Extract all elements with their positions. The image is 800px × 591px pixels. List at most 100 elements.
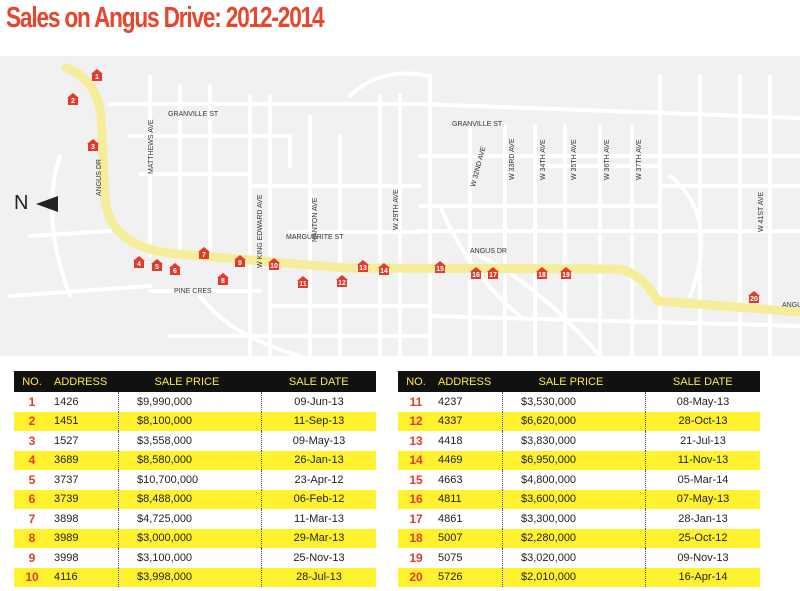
- street-label: W KING EDWARD AVE: [257, 194, 264, 268]
- house-marker[interactable]: 6: [169, 263, 181, 275]
- cell-date: 16-Apr-14: [645, 567, 760, 587]
- street-label: W 41ST AVE: [758, 191, 765, 232]
- house-marker[interactable]: 16: [470, 267, 482, 279]
- table-row: 18 5007 $2,280,000 25-Oct-12: [398, 528, 760, 548]
- cell-address: 4418: [434, 431, 503, 451]
- house-marker[interactable]: 12: [336, 275, 348, 287]
- house-marker[interactable]: 7: [198, 247, 210, 259]
- cell-date: 11-Mar-13: [261, 509, 376, 529]
- cell-no: 6: [14, 489, 50, 509]
- cell-date: 28-Jan-13: [645, 509, 760, 529]
- cell-date: 26-Jan-13: [261, 450, 376, 470]
- cell-address: 4811: [434, 489, 503, 509]
- house-marker[interactable]: 11: [297, 276, 309, 288]
- cell-price: $3,600,000: [502, 489, 646, 509]
- marker-number: 10: [269, 263, 279, 270]
- cell-date: 11-Sep-13: [261, 411, 376, 431]
- cell-address: 5075: [434, 548, 503, 568]
- marker-number: 2: [68, 98, 78, 105]
- house-icon: [87, 139, 99, 144]
- house-icon: [378, 263, 390, 268]
- house-icon: [560, 267, 572, 272]
- table-body: 11 4237 $3,530,000 08-May-13 12 4337 $6,620,00…: [398, 392, 760, 587]
- cell-address: 3739: [50, 489, 119, 509]
- header-price: SALE PRICE: [118, 371, 262, 392]
- house-marker[interactable]: 18: [536, 267, 548, 279]
- house-marker[interactable]: 19: [560, 267, 572, 279]
- street-label: MATTHEWS AVE: [148, 119, 155, 174]
- table-row: 17 4861 $3,300,000 28-Jan-13: [398, 509, 760, 529]
- header-date: SALE DATE: [645, 371, 760, 392]
- cell-no: 12: [398, 411, 434, 431]
- table-row: 16 4811 $3,600,000 07-May-13: [398, 489, 760, 509]
- house-marker[interactable]: 9: [234, 255, 246, 267]
- house-marker[interactable]: 17: [487, 267, 499, 279]
- cell-address: 4469: [434, 450, 503, 470]
- street-label: GRANVILLE ST: [452, 121, 503, 128]
- marker-number: 1: [92, 74, 102, 81]
- angus-drive-route: [61, 63, 800, 317]
- cell-no: 5: [14, 470, 50, 490]
- cell-date: 28-Jul-13: [261, 567, 376, 587]
- house-icon: [217, 273, 229, 278]
- house-marker[interactable]: 5: [151, 259, 163, 271]
- marker-number: 13: [358, 265, 368, 272]
- house-marker[interactable]: 15: [434, 261, 446, 273]
- house-icon: [336, 275, 348, 280]
- cell-price: $3,020,000: [502, 548, 646, 568]
- cell-no: 13: [398, 431, 434, 451]
- house-marker[interactable]: 1: [91, 69, 103, 81]
- cell-no: 18: [398, 528, 434, 548]
- house-icon: [470, 267, 482, 272]
- street-label: W 29TH AVE: [393, 189, 400, 230]
- cell-price: $8,488,000: [118, 489, 262, 509]
- table-row: 8 3989 $3,000,000 29-Mar-13: [14, 528, 376, 548]
- house-marker[interactable]: 20: [748, 291, 760, 303]
- cell-address: 4337: [434, 411, 503, 431]
- page-title: Sales on Angus Drive: 2012-2014: [6, 2, 325, 34]
- table-row: 6 3739 $8,488,000 06-Feb-12: [14, 489, 376, 509]
- table-row: 9 3998 $3,100,000 25-Nov-13: [14, 548, 376, 568]
- house-marker[interactable]: 4: [133, 256, 145, 268]
- cell-price: $4,725,000: [118, 509, 262, 529]
- cell-no: 19: [398, 548, 434, 568]
- north-arrow-icon: [36, 196, 58, 212]
- cell-no: 15: [398, 470, 434, 490]
- marker-number: 19: [561, 272, 571, 279]
- marker-number: 9: [235, 260, 245, 267]
- minor-streets: [8, 71, 800, 356]
- header-price: SALE PRICE: [502, 371, 646, 392]
- sales-table-right: NO. ADDRESS SALE PRICE SALE DATE 11 4237 $…: [398, 371, 760, 587]
- house-marker[interactable]: 13: [357, 260, 369, 272]
- street-label: W 37TH AVE: [636, 139, 643, 180]
- house-marker[interactable]: 14: [378, 263, 390, 275]
- map: GRANVILLE ST GRANVILLE ST MATTHEWS AVE ANGU…: [0, 56, 800, 356]
- cell-address: 4237: [434, 392, 503, 412]
- house-icon: [297, 276, 309, 281]
- marker-number: 15: [435, 266, 445, 273]
- house-icon: [487, 267, 499, 272]
- street-label: ANGUS DR: [470, 248, 507, 255]
- marker-number: 6: [170, 268, 180, 275]
- table-row: 4 3689 $8,580,000 26-Jan-13: [14, 450, 376, 470]
- marker-number: 5: [152, 264, 162, 271]
- house-marker[interactable]: 10: [268, 258, 280, 270]
- compass-label: N: [14, 192, 29, 214]
- cell-date: 09-May-13: [261, 431, 376, 451]
- house-marker[interactable]: 8: [217, 273, 229, 285]
- house-icon: [91, 69, 103, 74]
- house-marker[interactable]: 2: [67, 93, 79, 105]
- house-icon: [748, 291, 760, 296]
- cell-date: 25-Oct-12: [645, 528, 760, 548]
- house-marker[interactable]: 3: [87, 139, 99, 151]
- house-icon: [536, 267, 548, 272]
- cell-price: $9,990,000: [118, 392, 262, 412]
- cell-date: 21-Jul-13: [645, 431, 760, 451]
- cell-no: 3: [14, 431, 50, 451]
- street-grid: [8, 63, 800, 356]
- cell-no: 8: [14, 528, 50, 548]
- header-address: ADDRESS: [50, 371, 119, 392]
- street-label: ANGUS: [782, 302, 800, 309]
- marker-number: 14: [379, 268, 389, 275]
- cell-price: $3,558,000: [118, 431, 262, 451]
